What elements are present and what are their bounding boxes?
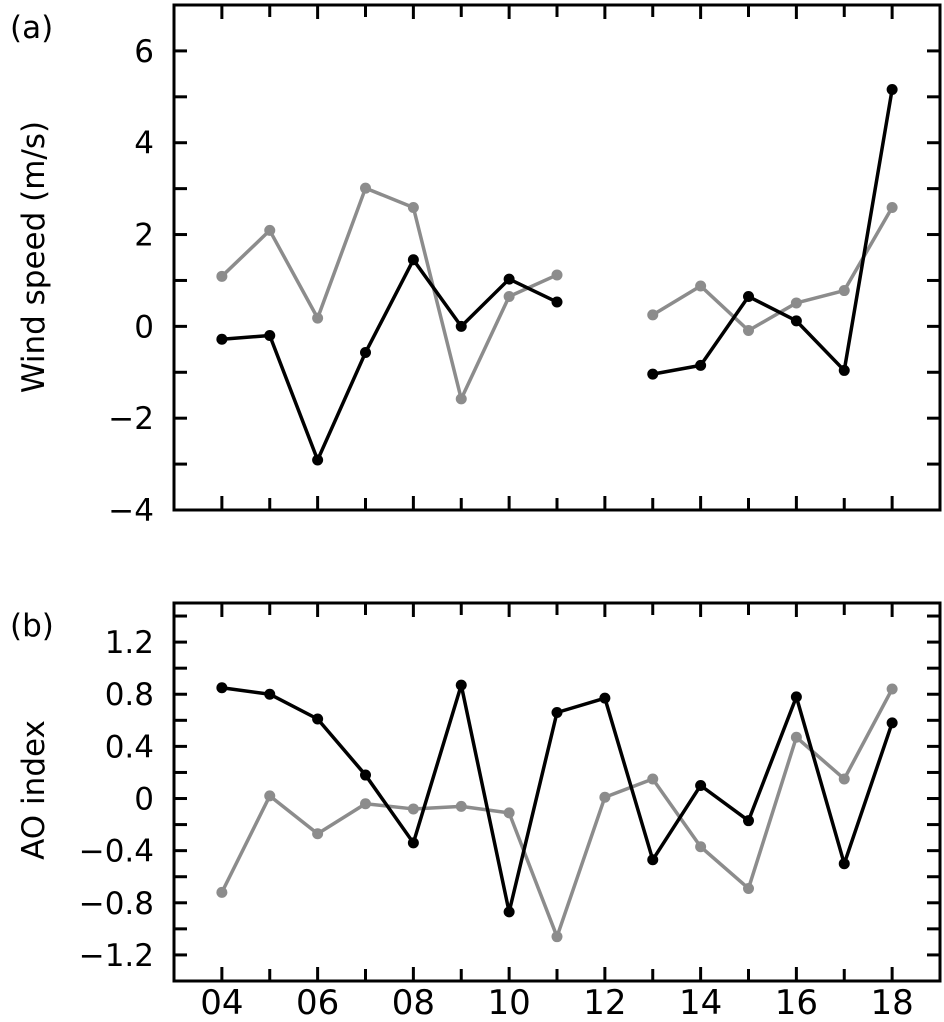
- data-point-black: [503, 273, 515, 285]
- data-point-gray: [360, 798, 371, 810]
- y-tick-label: −4: [108, 493, 154, 529]
- data-point-black: [886, 717, 898, 729]
- plot-frame: [172, 3, 942, 512]
- y-axis-title: Wind speed (m/s): [16, 121, 52, 393]
- data-point-gray: [551, 931, 563, 943]
- series-black: [216, 83, 898, 466]
- y-tick-label: 0.4: [105, 729, 154, 765]
- data-point-gray: [264, 790, 276, 802]
- data-point-gray: [743, 324, 754, 336]
- data-point-black: [647, 368, 659, 380]
- data-point-gray: [312, 828, 324, 840]
- data-point-black: [838, 858, 850, 870]
- data-point-black: [743, 815, 754, 827]
- data-point-gray: [216, 886, 228, 898]
- data-point-black: [360, 347, 371, 359]
- y-tick-label: 0: [134, 782, 154, 818]
- panel-a-wind-speed: −4 −2 0 2 4 6 Wind speed (m/s) (a): [10, 3, 942, 529]
- data-point-gray: [886, 683, 898, 695]
- data-point-black: [695, 359, 707, 371]
- y-tick-label: 2: [134, 218, 154, 254]
- data-point-gray: [503, 291, 515, 303]
- x-tick-label: 04: [200, 983, 243, 1022]
- data-point-gray: [455, 393, 467, 405]
- data-point-gray: [743, 882, 754, 894]
- data-point-black: [886, 83, 898, 95]
- y-tick-label: −0.8: [79, 886, 154, 922]
- data-point-gray: [838, 773, 850, 785]
- data-point-black: [407, 837, 419, 849]
- panel-b-ao-index: −1.2 −0.8 −0.4 0 0.4 0.8 1.2 04 06 08 10 12 14 16 18 AO…: [10, 601, 942, 1022]
- data-point-black: [838, 364, 850, 376]
- data-point-gray: [599, 791, 611, 803]
- data-point-gray: [838, 285, 850, 297]
- y-tick-label: −1.2: [79, 938, 154, 974]
- y-tick-label: −2: [108, 401, 154, 437]
- data-point-gray: [407, 201, 419, 213]
- data-point-gray: [647, 309, 659, 321]
- y-tick-label: 0: [134, 309, 154, 345]
- data-point-gray: [551, 269, 563, 281]
- x-tick-label: 10: [487, 983, 530, 1022]
- y-tick-label: 1.2: [105, 625, 154, 661]
- data-point-black: [407, 254, 419, 266]
- data-point-gray: [455, 800, 467, 812]
- data-point-gray: [695, 841, 707, 853]
- panel-label: (a): [10, 10, 53, 46]
- y-tick-label: 0.8: [105, 677, 154, 713]
- series-gray: [216, 683, 898, 943]
- data-point-black: [455, 320, 467, 332]
- y-axis-title: AO index: [16, 720, 52, 860]
- data-point-black: [455, 679, 467, 691]
- panel-label: (b): [10, 608, 54, 644]
- data-point-gray: [790, 731, 802, 743]
- x-tick-label: 18: [870, 983, 913, 1022]
- data-point-gray: [695, 280, 707, 292]
- series-black: [216, 679, 898, 918]
- data-point-black: [551, 296, 563, 308]
- series-line-black: [652, 89, 894, 376]
- x-tick-label: 14: [679, 983, 722, 1022]
- data-point-black: [360, 769, 371, 781]
- y-tick-label: 6: [134, 34, 154, 70]
- x-tick-label: 16: [775, 983, 818, 1022]
- data-point-black: [743, 291, 754, 303]
- y-tick-label: 4: [134, 126, 154, 162]
- data-point-black: [312, 713, 324, 725]
- data-point-black: [790, 315, 802, 327]
- data-point-black: [264, 688, 276, 700]
- data-point-black: [695, 779, 707, 791]
- series-line-gray: [651, 206, 894, 333]
- data-point-gray: [312, 312, 324, 324]
- data-point-black: [264, 330, 276, 342]
- data-point-gray: [264, 224, 276, 236]
- data-point-gray: [407, 803, 419, 815]
- x-tick-label: 08: [392, 983, 435, 1022]
- data-point-gray: [360, 182, 371, 194]
- data-point-black: [503, 906, 515, 918]
- series-line-gray: [220, 186, 558, 401]
- x-tick-label: 06: [296, 983, 339, 1022]
- data-point-gray: [503, 807, 515, 819]
- data-point-gray: [886, 201, 898, 213]
- data-point-black: [599, 692, 611, 704]
- data-point-black: [551, 706, 563, 718]
- data-point-gray: [647, 773, 659, 785]
- data-point-black: [216, 333, 228, 345]
- data-point-black: [312, 454, 324, 466]
- data-point-gray: [216, 270, 228, 282]
- data-point-gray: [790, 297, 802, 309]
- series-gray: [216, 182, 898, 405]
- data-point-black: [647, 854, 659, 866]
- data-point-black: [790, 691, 802, 703]
- series-line-black: [221, 258, 558, 462]
- x-tick-label: 12: [583, 983, 626, 1022]
- data-point-black: [216, 682, 228, 694]
- y-tick-label: −0.4: [79, 834, 154, 870]
